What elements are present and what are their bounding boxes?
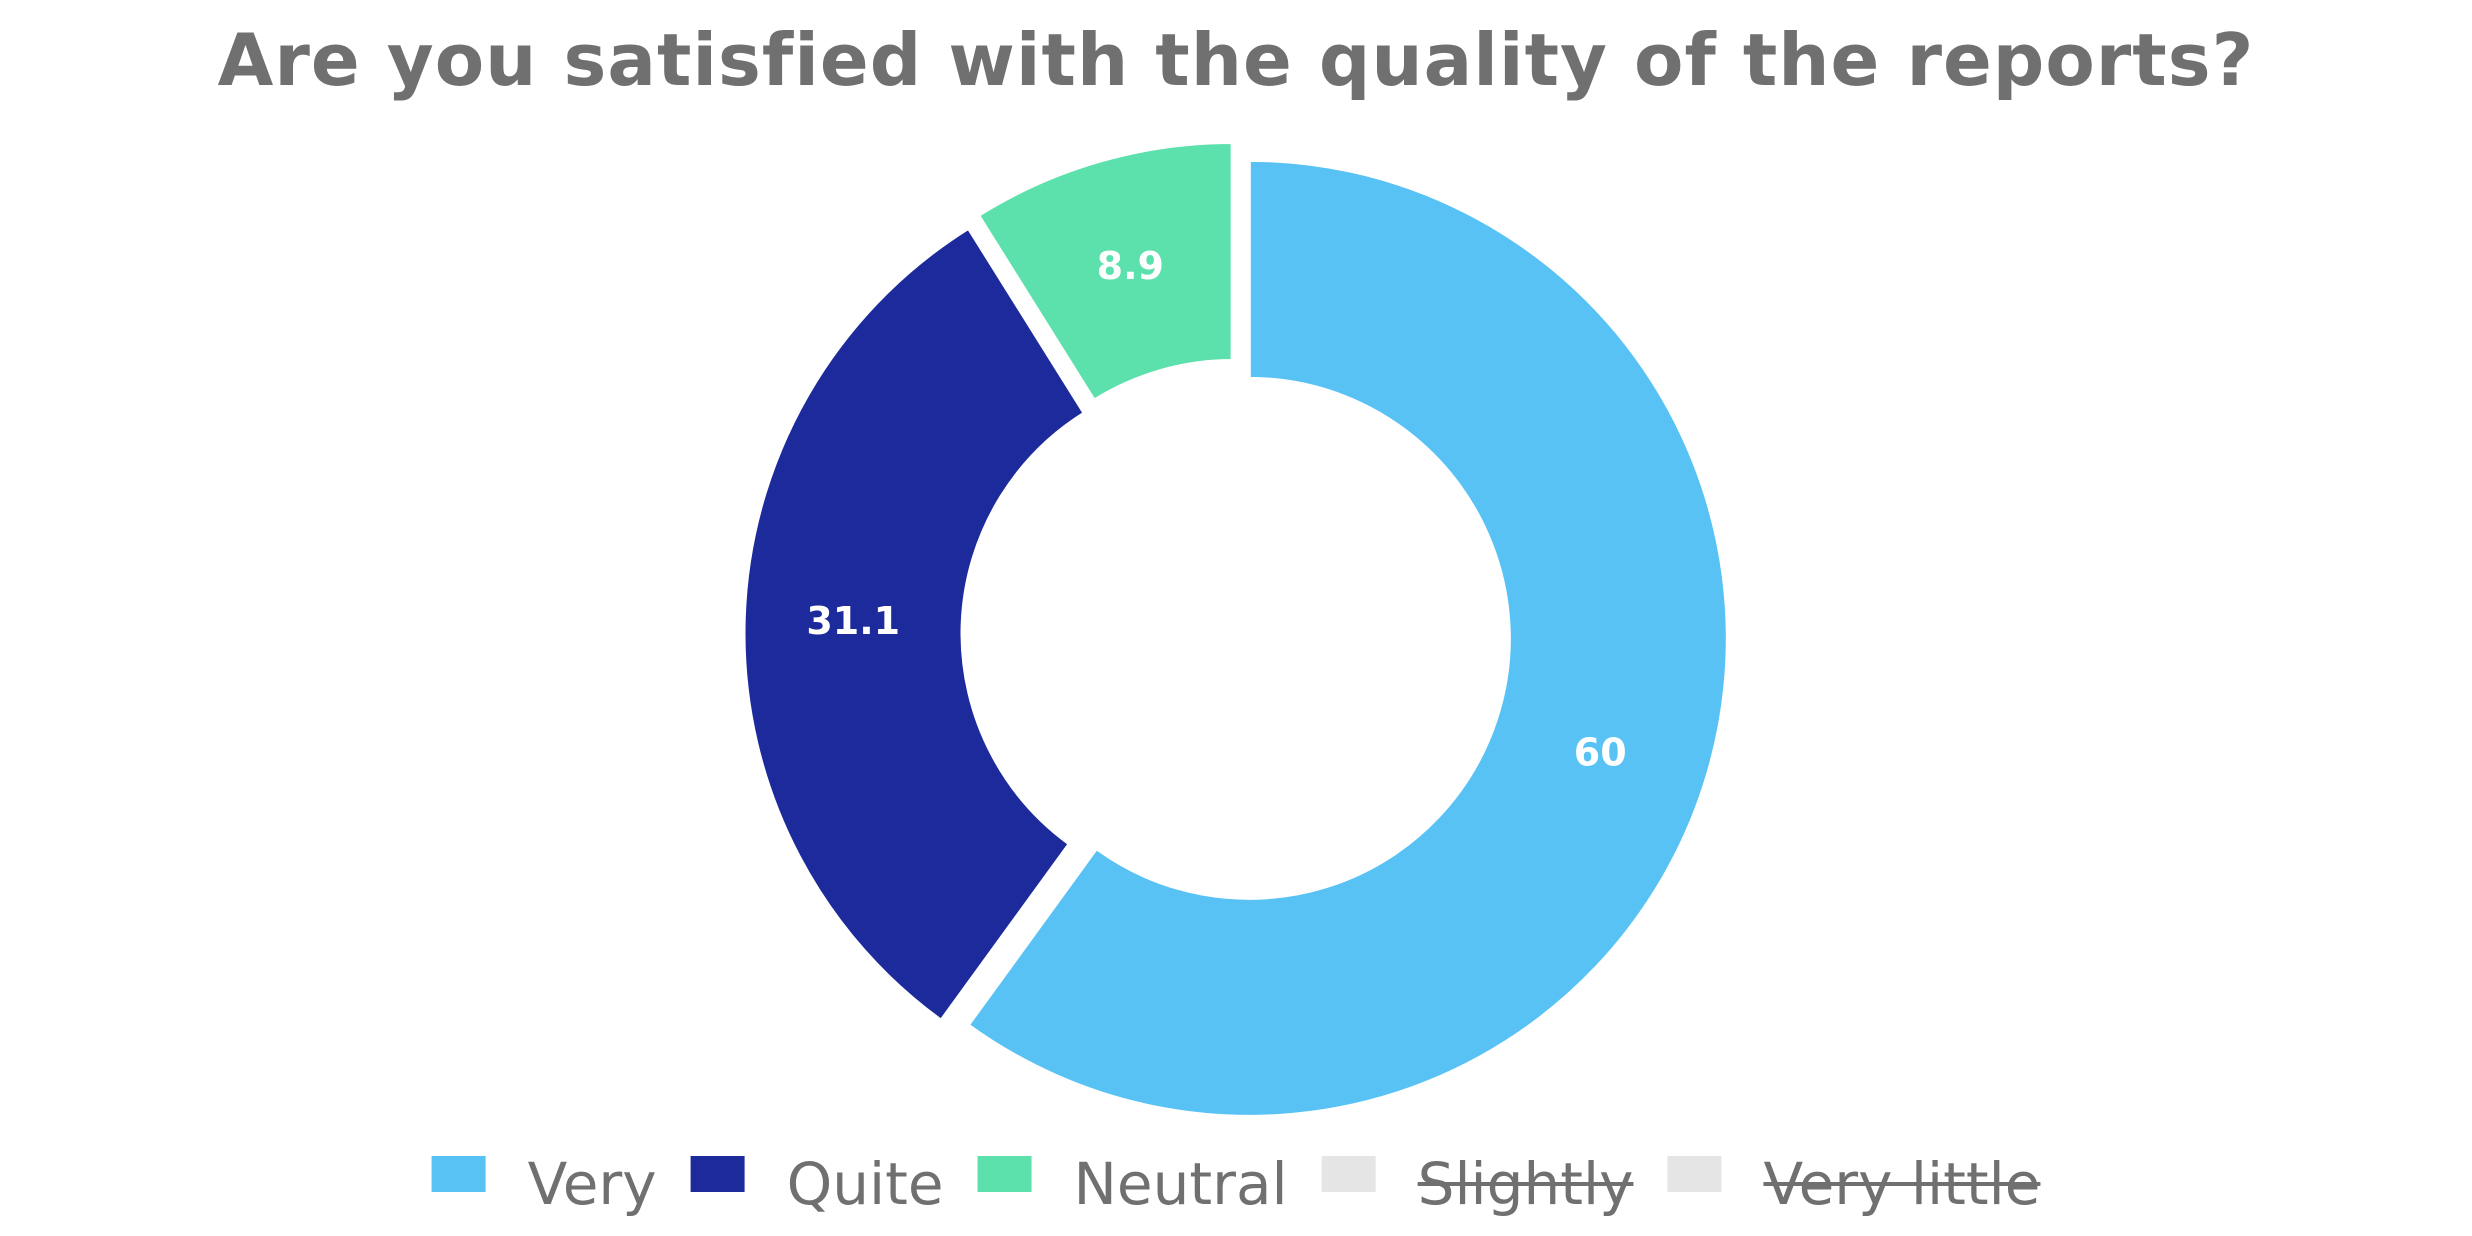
data-label-very: 60 bbox=[1574, 730, 1627, 774]
legend-label-neutral: Neutral bbox=[1074, 1150, 1288, 1218]
slice-very[interactable] bbox=[966, 158, 1729, 1118]
legend-label-quite: Quite bbox=[787, 1150, 944, 1218]
labels-layer: 60 31.1 8.9 bbox=[806, 244, 1626, 774]
legend-item-quite[interactable]: Quite bbox=[690, 1150, 944, 1218]
legend: Very Quite Neutral Slightly Very little bbox=[431, 1150, 2041, 1218]
slice-neutral[interactable] bbox=[976, 141, 1234, 403]
legend-swatch-neutral bbox=[977, 1156, 1032, 1192]
legend-item-neutral[interactable]: Neutral bbox=[977, 1150, 1288, 1218]
data-label-neutral: 8.9 bbox=[1097, 244, 1164, 288]
legend-swatch-very bbox=[431, 1156, 486, 1192]
legend-item-very-little[interactable]: Very little bbox=[1667, 1150, 2041, 1218]
data-label-quite: 31.1 bbox=[806, 599, 900, 643]
legend-swatch-quite bbox=[690, 1156, 745, 1192]
slices-layer bbox=[742, 141, 1729, 1118]
legend-item-slightly[interactable]: Slightly bbox=[1321, 1150, 1634, 1218]
legend-label-very: Very bbox=[528, 1150, 657, 1218]
chart-title: Are you satisfied with the quality of th… bbox=[217, 18, 2255, 102]
slice-quite[interactable] bbox=[742, 226, 1087, 1023]
legend-item-very[interactable]: Very bbox=[431, 1150, 657, 1218]
legend-swatch-very-little bbox=[1667, 1156, 1722, 1192]
legend-swatch-slightly bbox=[1321, 1156, 1376, 1192]
